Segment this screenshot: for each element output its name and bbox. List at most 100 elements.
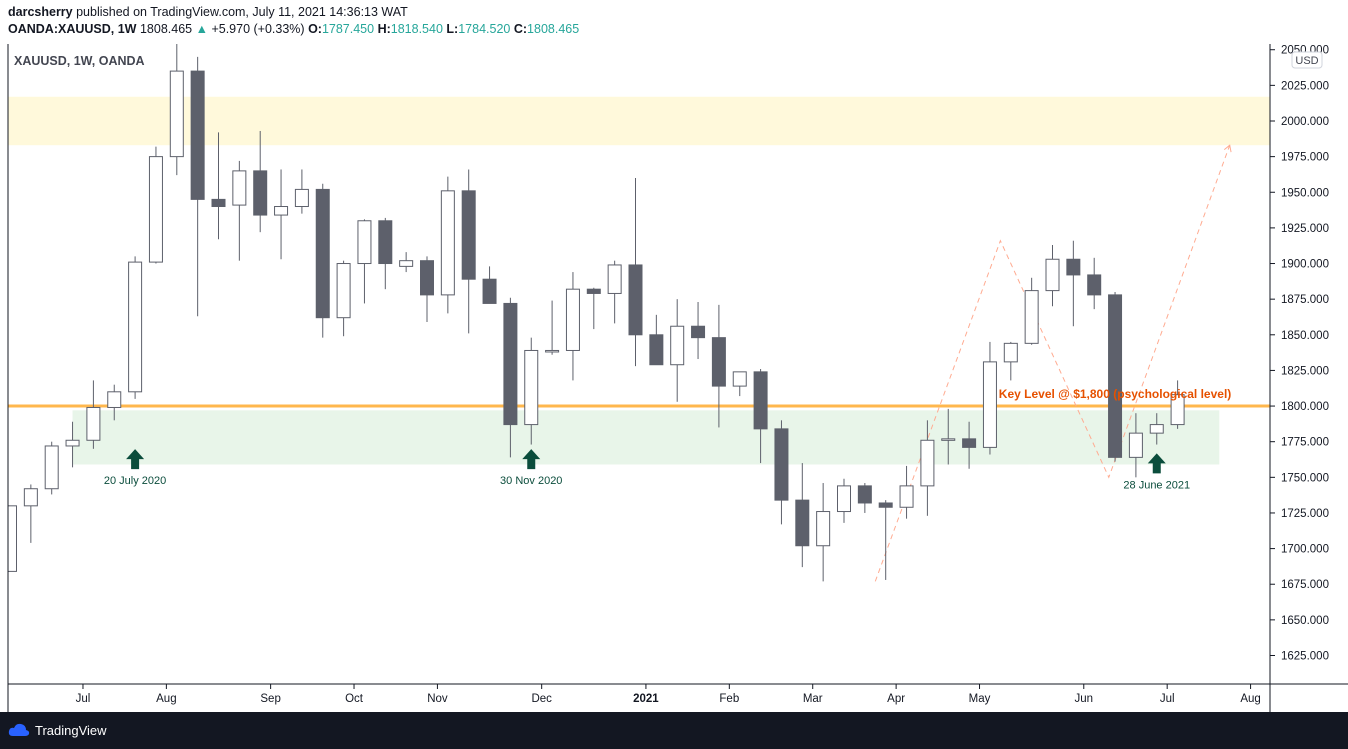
y-tick-label: 1875.000 (1281, 294, 1329, 306)
candle-down[interactable] (753, 371, 768, 430)
candle-down[interactable] (857, 485, 872, 504)
up-arrow-icon: ▲ (195, 22, 208, 36)
candle-up[interactable] (1170, 394, 1185, 426)
y-tick-label: 1925.000 (1281, 223, 1329, 235)
candle-up[interactable] (837, 485, 851, 513)
up-arrow-icon (1147, 453, 1166, 474)
candle-up[interactable] (524, 349, 539, 426)
x-tick-label: Jul (1160, 693, 1175, 705)
last-price: 1808.465 (139, 22, 193, 36)
candle-up[interactable] (440, 190, 455, 296)
x-tick-label: Sep (260, 693, 280, 705)
candle-down[interactable] (1108, 294, 1123, 458)
candle-up[interactable] (545, 349, 560, 353)
candle-up[interactable] (65, 439, 80, 447)
candle-up[interactable] (565, 288, 580, 351)
candle-up[interactable] (107, 391, 122, 408)
low-label: L: (446, 22, 459, 36)
candle-up[interactable] (128, 261, 143, 393)
y-tick-label: 1700.000 (1281, 544, 1329, 556)
high-value: 1818.540 (390, 22, 443, 36)
candle-up[interactable] (357, 220, 372, 265)
author-name[interactable]: darcsherry (8, 5, 73, 19)
y-tick-label: 1800.000 (1281, 401, 1329, 413)
candle-down[interactable] (795, 499, 810, 547)
open-value: 1787.450 (321, 22, 375, 36)
x-tick-label: Jun (1075, 693, 1094, 705)
candle-up[interactable] (607, 264, 622, 294)
candle-down[interactable] (378, 220, 393, 265)
candle-up[interactable] (899, 485, 914, 508)
y-tick-label: 1650.000 (1281, 615, 1329, 627)
candle-up[interactable] (169, 70, 184, 158)
candle-down[interactable] (878, 502, 893, 508)
candle-down[interactable] (691, 325, 706, 339)
price-change: +5.970 (+0.33%) (211, 22, 305, 36)
candle-up[interactable] (86, 406, 101, 441)
candle-down[interactable] (482, 278, 497, 304)
candle-down[interactable] (503, 302, 518, 426)
x-tick-label: Feb (719, 693, 739, 705)
candle-down[interactable] (962, 438, 977, 448)
candle-up[interactable] (294, 188, 309, 208)
ohlc-legend: OANDA:XAUUSD, 1W 1808.465 ▲ +5.970 (+0.3… (8, 22, 579, 36)
candle-up[interactable] (44, 445, 59, 490)
currency-label: USD (1295, 55, 1318, 67)
candle-up[interactable] (274, 206, 289, 216)
candle-up[interactable] (1003, 342, 1018, 363)
x-tick-label: Apr (887, 693, 905, 705)
candle-up[interactable] (982, 361, 997, 448)
candle-down[interactable] (315, 188, 330, 319)
candle-down[interactable] (1087, 274, 1102, 296)
open-label: O: (308, 22, 322, 36)
candle-up[interactable] (4, 505, 17, 572)
candle-down[interactable] (190, 70, 205, 200)
candle-up[interactable] (920, 439, 935, 487)
high-label: H: (377, 22, 391, 36)
candle-up[interactable] (1024, 290, 1039, 344)
arrow-date-label: 30 Nov 2020 (500, 475, 562, 487)
candle-down[interactable] (628, 264, 643, 336)
x-tick-label: Nov (427, 693, 448, 705)
candle-up[interactable] (1149, 424, 1164, 434)
x-tick-label: Oct (345, 693, 364, 705)
candle-up[interactable] (399, 260, 414, 267)
candle-down[interactable] (649, 334, 664, 366)
candle-up[interactable] (336, 263, 351, 319)
y-tick-label: 2000.000 (1281, 116, 1329, 128)
candle-up[interactable] (1045, 258, 1060, 292)
candle-up[interactable] (816, 511, 831, 547)
y-tick-label: 1975.000 (1281, 152, 1329, 164)
candle-down[interactable] (253, 170, 268, 216)
tradingview-logo[interactable]: TradingView (8, 722, 107, 738)
candle-down[interactable] (461, 190, 476, 280)
candle-up[interactable] (670, 325, 685, 366)
arrow-date-label: 20 July 2020 (104, 475, 166, 487)
candle-down[interactable] (774, 428, 789, 501)
x-tick-label: May (969, 693, 991, 705)
candle-up[interactable] (148, 156, 163, 263)
publication-header: darcsherry published on TradingView.com,… (0, 0, 1348, 44)
footer-bar: TradingView (0, 712, 1348, 749)
candle-up[interactable] (1128, 432, 1143, 458)
chart-area[interactable]: Key Level @ $1,800 (psychological level)… (0, 44, 1348, 712)
candle-down[interactable] (1066, 258, 1081, 276)
close-value: 1808.465 (527, 22, 580, 36)
candle-up[interactable] (23, 488, 38, 507)
tradingview-brand: TradingView (35, 722, 107, 738)
candle-down[interactable] (586, 288, 601, 294)
key-level-label: Key Level @ $1,800 (psychological level) (999, 387, 1231, 401)
candle-up[interactable] (732, 371, 747, 387)
candle-up[interactable] (232, 170, 247, 206)
x-tick-label: 2021 (633, 693, 659, 705)
candlestick-chart[interactable]: Key Level @ $1,800 (psychological level)… (0, 44, 1348, 712)
y-tick-label: 1750.000 (1281, 472, 1329, 484)
candle-down[interactable] (211, 198, 226, 208)
candle-down[interactable] (711, 337, 726, 387)
candle-down[interactable] (420, 260, 434, 296)
x-tick-label: Aug (156, 693, 176, 705)
currency-badge (1291, 51, 1323, 69)
up-arrow-icon (126, 449, 145, 470)
candle-up[interactable] (941, 438, 956, 441)
y-tick-label: 2025.000 (1281, 80, 1329, 92)
